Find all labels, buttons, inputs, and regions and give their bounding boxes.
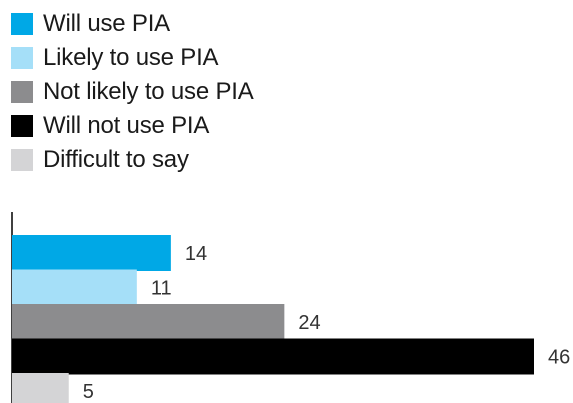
bar-not-likely-to-use bbox=[12, 304, 285, 340]
legend-label-will-not-use: Will not use PIA bbox=[43, 112, 210, 139]
bar-value-label-likely-to-use: 11 bbox=[151, 278, 172, 300]
legend-swatch-will-not-use bbox=[11, 115, 33, 137]
bar-likely-to-use bbox=[12, 269, 137, 306]
legend-item-will-use: Will use PIA bbox=[11, 7, 254, 41]
bar-will-use bbox=[12, 235, 171, 271]
legend-swatch-will-use bbox=[11, 13, 33, 35]
legend-label-not-likely-to-use: Not likely to use PIA bbox=[43, 78, 254, 105]
bar-value-label-difficult-to-say: 5 bbox=[83, 381, 94, 403]
legend-label-will-use: Will use PIA bbox=[43, 10, 170, 37]
bar-difficult-to-say bbox=[12, 373, 69, 403]
legend-item-likely-to-use: Likely to use PIA bbox=[11, 41, 254, 75]
bar-value-label-will-not-use: 46 bbox=[548, 347, 570, 369]
legend-swatch-difficult-to-say bbox=[11, 149, 33, 171]
legend-label-likely-to-use: Likely to use PIA bbox=[43, 44, 219, 71]
legend-item-difficult-to-say: Difficult to say bbox=[11, 143, 254, 177]
bar-chart: 14 11 24 46 5 bbox=[11, 212, 570, 403]
bar-value-label-will-use: 14 bbox=[185, 243, 207, 265]
bar-value-label-not-likely-to-use: 24 bbox=[298, 312, 320, 334]
legend-swatch-likely-to-use bbox=[11, 47, 33, 69]
chart-legend: Will use PIA Likely to use PIA Not likel… bbox=[11, 7, 254, 177]
legend-item-will-not-use: Will not use PIA bbox=[11, 109, 254, 143]
bar-will-not-use bbox=[12, 338, 534, 375]
legend-swatch-not-likely-to-use bbox=[11, 81, 33, 103]
legend-item-not-likely-to-use: Not likely to use PIA bbox=[11, 75, 254, 109]
legend-label-difficult-to-say: Difficult to say bbox=[43, 146, 189, 173]
